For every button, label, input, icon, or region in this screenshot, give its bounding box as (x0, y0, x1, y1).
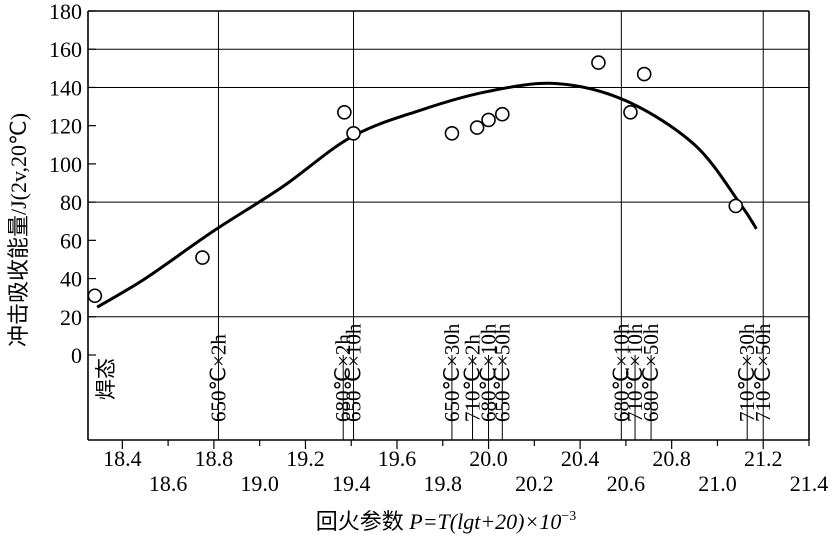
condition-label: 710℃×30h (735, 323, 759, 422)
y-tick-label: 180 (49, 0, 82, 24)
data-point (346, 126, 361, 141)
x-tick-label: 19.8 (424, 471, 463, 496)
data-points (87, 55, 744, 304)
data-point (195, 250, 210, 265)
y-tick-label: 0 (71, 343, 82, 368)
x-tick-label: 21.0 (698, 471, 737, 496)
y-axis-title: 冲击吸收能量/J(2v,20℃) (6, 113, 31, 347)
x-axis-title-formula: P=T(lgt+20)×10 (408, 509, 561, 534)
condition-label: 680℃×10h (609, 323, 633, 422)
data-point (469, 120, 485, 135)
y-tick-label: 160 (49, 37, 82, 62)
x-tick-label: 20.0 (469, 446, 508, 471)
x-tick-label: 20.6 (607, 471, 646, 496)
x-tick-label: 21.4 (790, 471, 829, 496)
condition-label: 680℃×50h (639, 323, 663, 422)
x-tick-label: 18.4 (103, 446, 142, 471)
fit-curve (96, 81, 758, 309)
weld-state-label: 焊态 (94, 358, 118, 400)
condition-label: 650℃×30h (440, 323, 464, 422)
y-tick-label: 120 (49, 114, 82, 139)
condition-label: 650℃×2h (206, 334, 230, 422)
data-point (494, 106, 510, 122)
x-tick-label: 18.6 (149, 471, 188, 496)
data-point (337, 104, 352, 120)
condition-label: 680℃×10h (477, 323, 501, 422)
y-tick-label: 100 (49, 152, 82, 177)
condition-label: 710℃×10h (623, 323, 647, 422)
x-axis-ticks: 18.4 18.8 19.2 19.6 20.0 20.4 20.8 21.2 18.6 19.0… (103, 440, 828, 496)
data-point (87, 288, 103, 304)
condition-label: 710℃×2h (461, 334, 485, 422)
x-axis-title-exponent: −3 (561, 509, 576, 524)
x-tick-label: 19.6 (378, 446, 417, 471)
y-tick-label: 140 (49, 75, 82, 100)
x-tick-label: 21.2 (744, 446, 783, 471)
x-axis-title: 回火参数 P=T(lgt+20)×10−3 (316, 509, 577, 534)
x-tick-label: 20.8 (652, 446, 691, 471)
x-axis-title-prefix: 回火参数 (316, 509, 410, 534)
y-tick-label: 20 (60, 305, 82, 330)
axes (87, 10, 810, 441)
grid-lines (88, 48, 809, 318)
data-point (481, 112, 496, 128)
y-axis-ticks: 0 20 40 60 80 100 120 140 160 180 (49, 0, 96, 368)
condition-label: 650℃×10h (342, 323, 366, 422)
x-tick-label: 18.8 (195, 446, 234, 471)
x-tick-label: 19.2 (286, 446, 325, 471)
x-tick-label: 20.2 (515, 471, 554, 496)
data-point (591, 55, 606, 70)
x-tick-label: 19.4 (332, 471, 371, 496)
condition-label: 710℃×50h (751, 323, 775, 422)
condition-label: 680℃×2h (331, 334, 355, 422)
condition-label: 650℃×50h (490, 323, 514, 422)
y-tick-label: 40 (60, 267, 82, 292)
x-tick-label: 20.4 (561, 446, 600, 471)
y-tick-label: 80 (60, 190, 82, 215)
data-point (623, 104, 638, 120)
x-tick-label: 19.0 (240, 471, 279, 496)
data-point (636, 66, 652, 82)
data-point (728, 198, 744, 214)
data-point (444, 126, 460, 141)
y-tick-label: 60 (60, 228, 82, 253)
